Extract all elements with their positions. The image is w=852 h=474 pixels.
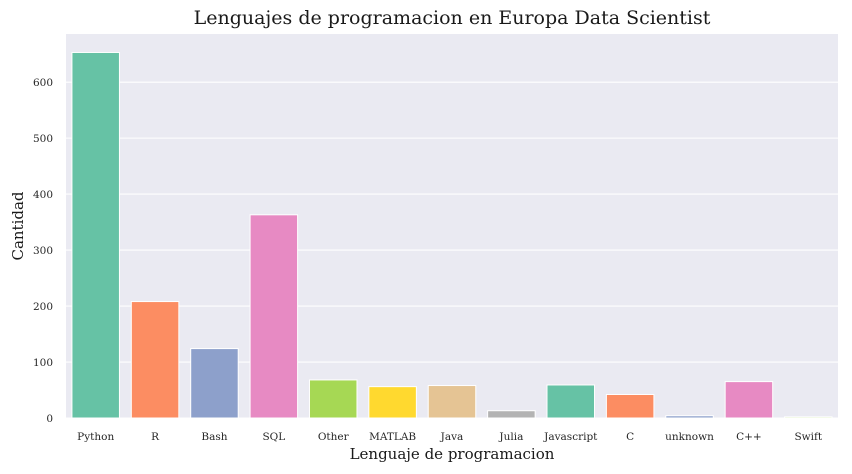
x-tick-label: C [626,431,634,443]
bar-java [427,385,477,419]
x-tick-label: C++ [736,431,762,443]
bar-sql [249,214,299,419]
bar-python [71,51,120,419]
bar-swift [784,416,833,419]
y-tick-label: 100 [33,357,53,369]
x-tick-label: Bash [201,431,227,443]
x-tick-label: Swift [794,431,822,443]
y-tick-label: 600 [33,77,53,89]
bars [71,51,833,419]
y-axis-ticks: 0 100 200 300 400 500 600 [33,77,53,425]
x-axis-label: Lenguaje de programacion [350,445,555,463]
x-tick-label: SQL [262,431,285,443]
bar-c- [724,381,774,419]
bar-unknown [665,415,714,419]
bar-javascript [546,384,596,419]
bar-bash [190,348,239,419]
y-tick-label: 400 [33,189,53,201]
chart-title: Lenguajes de programacion en Europa Data… [194,7,711,29]
x-tick-label: MATLAB [369,431,416,443]
x-tick-label: Java [440,431,464,443]
bar-c [605,393,655,419]
x-tick-label: unknown [665,431,714,443]
y-axis-label: Cantidad [9,191,27,260]
bar-r [130,301,180,419]
y-tick-label: 0 [46,413,53,425]
x-axis-ticks: Python R Bash SQL Other MATLAB Java Julia Javasc… [77,431,823,443]
x-tick-label: R [151,431,160,443]
x-tick-label: Javascript [543,431,598,443]
y-tick-label: 200 [33,301,53,313]
bar-other [308,379,358,419]
y-tick-label: 500 [33,133,53,145]
x-tick-label: Julia [498,431,523,443]
y-tick-label: 300 [33,245,53,257]
plot-area [66,34,838,418]
bar-julia [487,410,536,419]
x-tick-label: Python [77,431,114,443]
bar-matlab [368,386,417,419]
x-tick-label: Other [318,431,350,443]
